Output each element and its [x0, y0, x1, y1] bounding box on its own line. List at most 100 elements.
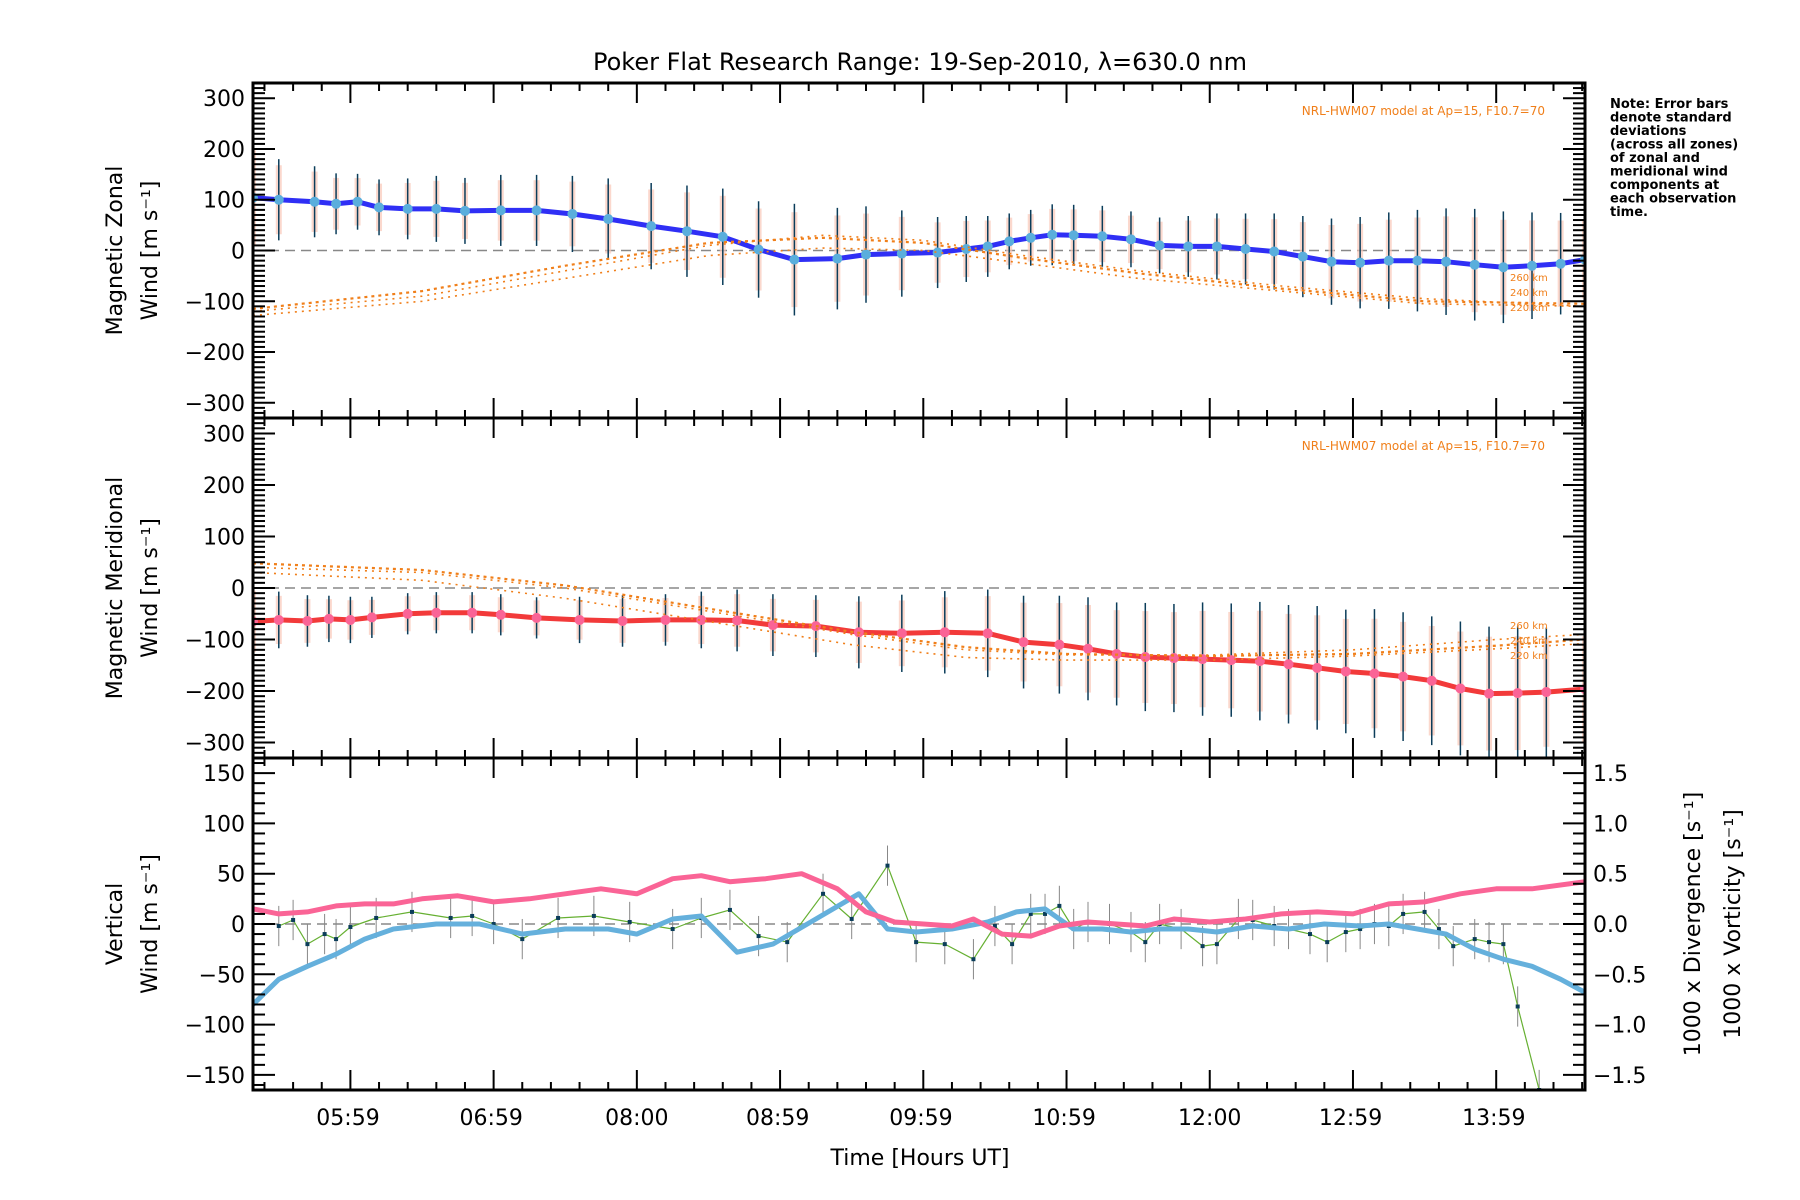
data-point [1004, 236, 1015, 247]
data-point [431, 203, 442, 214]
panel-zonal: 300 200 100 0 −100 −200 −300 Magnetic Zonal Wind… [103, 81, 1587, 420]
y-tick-label: 0 [231, 577, 245, 602]
data-point [431, 607, 442, 618]
model-line-hwm07-220-km [253, 247, 1585, 317]
data-point [1083, 643, 1094, 654]
series-line-1000-x-vorticity [253, 871, 1585, 939]
data-point [1308, 932, 1313, 937]
x-tick-label: 12:59 [1319, 1106, 1382, 1131]
data-point [1472, 937, 1477, 942]
data-point [1211, 241, 1222, 252]
data-point [331, 198, 342, 209]
y2-label-vorticity: 1000 x Vorticity [s⁻¹] [1721, 809, 1746, 1039]
data-point [352, 196, 363, 207]
data-point [495, 609, 506, 620]
model-altitude-label: 220 km [1510, 303, 1548, 314]
data-point [302, 615, 313, 626]
data-point [1515, 1004, 1520, 1009]
data-point [660, 614, 671, 625]
data-point [603, 214, 614, 225]
data-point [459, 205, 470, 216]
y-tick-label: 200 [203, 474, 245, 499]
data-point [1343, 930, 1348, 935]
data-point [402, 203, 413, 214]
series-line-1000-x-divergence [253, 891, 1585, 1007]
data-point [1383, 255, 1394, 266]
data-point [1200, 944, 1205, 949]
model-line-hwm07-220-km [253, 571, 1585, 661]
y-tick-label: 200 [203, 138, 245, 163]
data-point [1436, 927, 1441, 932]
data-point [670, 927, 675, 932]
data-point [617, 615, 628, 626]
data-point [1297, 251, 1308, 262]
data-point [273, 614, 284, 625]
data-point [1555, 258, 1566, 269]
data-point [556, 915, 561, 920]
data-point [992, 924, 997, 929]
data-point [1183, 241, 1194, 252]
model-altitude-label: 240 km [1510, 636, 1548, 647]
y-tick-label: −100 [185, 1014, 245, 1039]
model-line-hwm07-260-km [253, 234, 1585, 313]
data-point [785, 940, 790, 945]
data-point [1068, 230, 1079, 241]
chart-title: Poker Flat Research Range: 19-Sep-2010, … [593, 48, 1247, 76]
data-point [567, 208, 578, 219]
data-point [309, 196, 320, 207]
data-point [942, 942, 947, 947]
data-point [971, 957, 976, 962]
data-point [1057, 903, 1062, 908]
y-tick-label: 0 [231, 240, 245, 265]
y-tick-label: 0 [231, 913, 245, 938]
y-axis-label-line2: Wind [m s⁻¹] [138, 518, 163, 658]
y-axis-label-line1: Magnetic Zonal [103, 166, 128, 336]
y-axis-label-line2: Wind [m s⁻¹] [138, 854, 163, 994]
data-point [273, 194, 284, 205]
y2-tick-label: 1.0 [1593, 812, 1628, 837]
data-point [1469, 259, 1480, 270]
data-point [495, 205, 506, 216]
y-tick-label: −200 [185, 341, 245, 366]
note-line: Note: Error bars [1610, 97, 1729, 112]
data-point [345, 614, 356, 625]
y-tick-label: −150 [185, 1064, 245, 1089]
model-note: NRL-HWM07 model at Ap=15, F10.7=70 [1302, 439, 1545, 453]
model-altitude-label: 260 km [1510, 273, 1548, 284]
plot-area [253, 141, 1585, 324]
x-axis-label: Time [Hours UT] [830, 1146, 1010, 1171]
data-point [366, 612, 377, 623]
y-tick-label: 100 [203, 189, 245, 214]
y-tick-label: 50 [217, 863, 245, 888]
y-axis-label-line1: Vertical [103, 883, 128, 965]
y-tick-label: −50 [199, 963, 245, 988]
x-tick-label: 09:59 [889, 1106, 952, 1131]
data-point [374, 915, 379, 920]
x-tick-label: 08:59 [746, 1106, 809, 1131]
data-point [1441, 256, 1452, 267]
y2-tick-label: 1.5 [1593, 762, 1628, 787]
data-point [409, 909, 414, 914]
y-tick-label: −300 [185, 732, 245, 757]
y-axis-label-line1: Magnetic Meridional [103, 477, 128, 699]
note-line: of zonal and [1610, 151, 1700, 166]
data-point [717, 231, 728, 242]
y2-label-divergence: 1000 x Divergence [s⁻¹] [1681, 792, 1706, 1056]
series-line-meridional-wind [253, 610, 1585, 697]
data-point [531, 205, 542, 216]
data-point [982, 628, 993, 639]
x-tick-label: 10:59 [1032, 1106, 1095, 1131]
data-point [753, 244, 764, 255]
data-point [982, 241, 993, 252]
y-axis-label-line2: Wind [m s⁻¹] [138, 181, 163, 321]
data-point [1269, 246, 1280, 257]
y-tick-label: −100 [185, 629, 245, 654]
data-point [1283, 659, 1294, 670]
note-line: (across all zones) [1610, 138, 1738, 153]
y2-tick-label: −0.5 [1593, 963, 1646, 988]
data-point [276, 924, 281, 929]
data-point [1541, 687, 1552, 698]
data-point [1097, 231, 1108, 242]
data-point [334, 937, 339, 942]
